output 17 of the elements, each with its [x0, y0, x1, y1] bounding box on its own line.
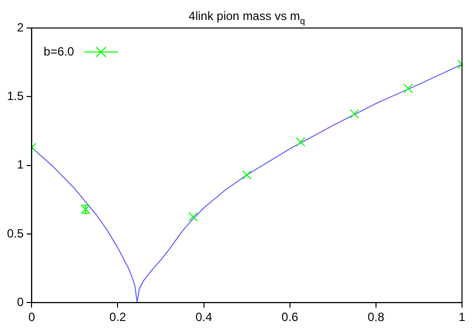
- x-tick-label: 1: [458, 310, 466, 324]
- point: [350, 109, 360, 119]
- x-tick-label: 0.8: [368, 310, 385, 324]
- x-tick-label: 0.4: [195, 310, 212, 324]
- point: [188, 212, 198, 222]
- y-tick-label: 1: [16, 158, 24, 172]
- x-tick-label: 0.6: [282, 310, 299, 324]
- y-tick-label: 0: [16, 294, 24, 309]
- legend-label: b=6.0: [44, 44, 74, 58]
- x-tick-label: 0.2: [109, 310, 126, 324]
- x-tick-label: 0: [28, 310, 36, 324]
- y-tick-label: 2: [16, 20, 24, 34]
- point: [403, 84, 413, 94]
- y-tick-label: 0.5: [6, 226, 24, 240]
- y-tick-label: 1.5: [6, 88, 24, 103]
- point: [296, 137, 306, 147]
- point: [242, 170, 252, 180]
